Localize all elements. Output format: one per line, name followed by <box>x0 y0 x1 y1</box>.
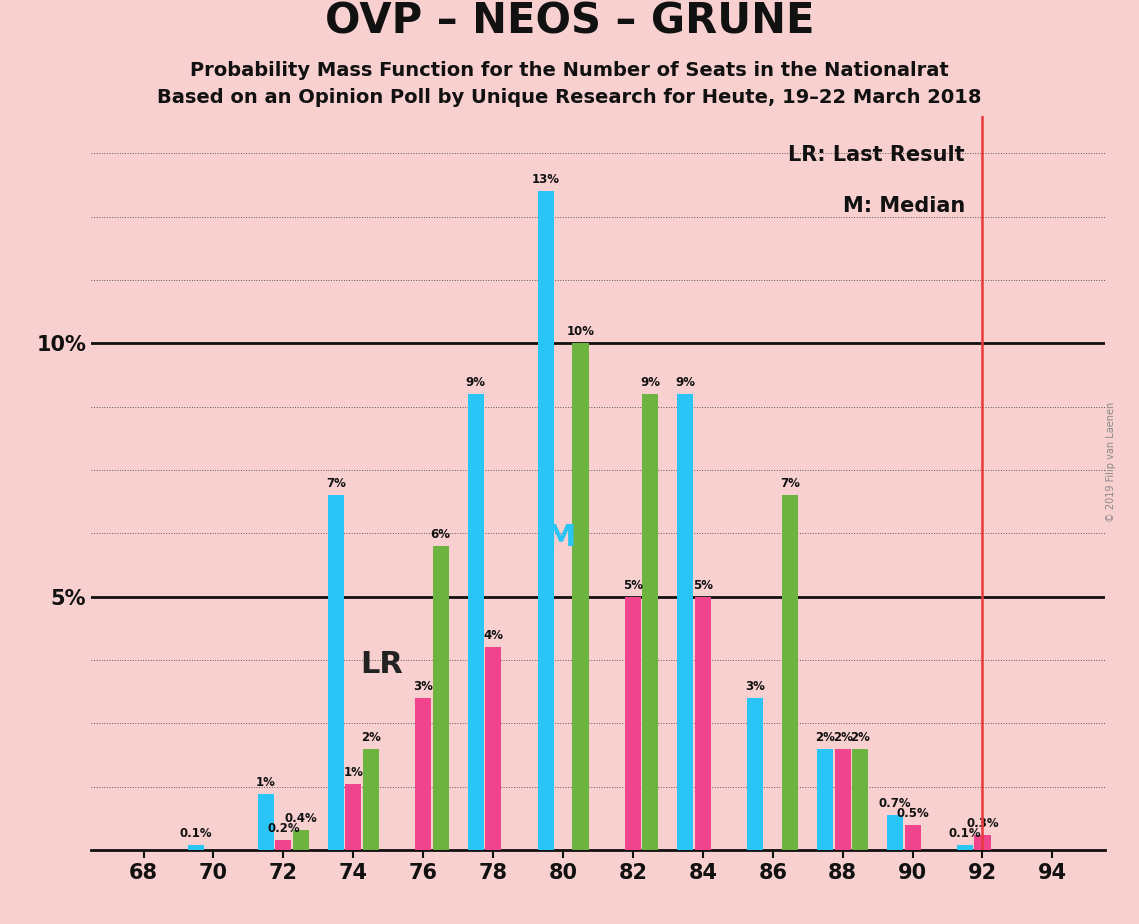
Bar <box>625 597 641 850</box>
Bar <box>188 845 204 850</box>
Text: 2%: 2% <box>816 731 835 744</box>
Bar <box>887 815 903 850</box>
Bar <box>293 830 309 850</box>
Text: 2%: 2% <box>361 731 380 744</box>
Text: © 2019 Filip van Laenen: © 2019 Filip van Laenen <box>1106 402 1115 522</box>
Bar <box>642 395 658 850</box>
Bar <box>468 395 484 850</box>
Bar <box>538 191 554 850</box>
Bar <box>485 648 501 850</box>
Bar <box>362 748 379 850</box>
Bar <box>257 795 274 850</box>
Bar <box>747 699 763 850</box>
Text: 1%: 1% <box>343 766 363 779</box>
Bar <box>957 845 973 850</box>
Text: 0.5%: 0.5% <box>896 807 929 820</box>
Text: M: M <box>546 523 576 553</box>
Bar <box>433 546 449 850</box>
Text: 6%: 6% <box>431 528 451 541</box>
Text: 2%: 2% <box>850 731 870 744</box>
Text: Based on an Opinion Poll by Unique Research for Heute, 19–22 March 2018: Based on an Opinion Poll by Unique Resea… <box>157 89 982 107</box>
Text: 1%: 1% <box>256 776 276 789</box>
Bar <box>573 344 589 850</box>
Bar <box>328 495 344 850</box>
Text: Probability Mass Function for the Number of Seats in the Nationalrat: Probability Mass Function for the Number… <box>190 61 949 79</box>
Text: M: Median: M: Median <box>843 196 965 216</box>
Bar <box>975 835 991 850</box>
Bar <box>817 748 834 850</box>
Text: 5%: 5% <box>623 578 642 591</box>
Bar <box>345 784 361 850</box>
Text: 10%: 10% <box>566 325 595 338</box>
Text: ÖVP – NEOS – GRÜNE: ÖVP – NEOS – GRÜNE <box>325 0 814 42</box>
Bar <box>695 597 711 850</box>
Text: 7%: 7% <box>326 478 346 491</box>
Text: 0.1%: 0.1% <box>949 827 982 840</box>
Bar <box>782 495 798 850</box>
Text: 0.3%: 0.3% <box>966 817 999 830</box>
Text: 3%: 3% <box>413 680 433 693</box>
Text: 9%: 9% <box>675 376 696 389</box>
Bar <box>678 395 694 850</box>
Text: LR: Last Result: LR: Last Result <box>788 145 965 165</box>
Text: LR: LR <box>360 650 403 679</box>
Text: 0.7%: 0.7% <box>879 796 911 809</box>
Bar <box>852 748 868 850</box>
Text: 0.4%: 0.4% <box>285 812 318 825</box>
Text: 3%: 3% <box>745 680 765 693</box>
Text: 9%: 9% <box>466 376 485 389</box>
Bar <box>904 825 920 850</box>
Bar <box>835 748 851 850</box>
Text: 0.1%: 0.1% <box>180 827 212 840</box>
Text: 13%: 13% <box>532 174 559 187</box>
Text: 5%: 5% <box>693 578 713 591</box>
Text: 7%: 7% <box>780 478 801 491</box>
Text: 0.2%: 0.2% <box>267 821 300 835</box>
Text: 9%: 9% <box>640 376 661 389</box>
Text: 2%: 2% <box>833 731 853 744</box>
Bar <box>415 699 432 850</box>
Text: 4%: 4% <box>483 629 503 642</box>
Bar <box>276 840 292 850</box>
